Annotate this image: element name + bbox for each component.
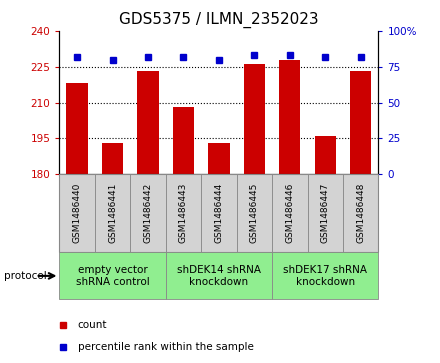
- Text: count: count: [78, 320, 107, 330]
- Text: GSM1486446: GSM1486446: [285, 183, 294, 244]
- Bar: [166, 252, 272, 299]
- Bar: [95, 174, 130, 252]
- Bar: [130, 174, 166, 252]
- Bar: [272, 252, 378, 299]
- Bar: [279, 60, 301, 174]
- Text: GSM1486440: GSM1486440: [73, 183, 82, 244]
- Bar: [102, 143, 123, 174]
- Text: empty vector
shRNA control: empty vector shRNA control: [76, 265, 150, 287]
- Text: percentile rank within the sample: percentile rank within the sample: [78, 342, 253, 352]
- Bar: [244, 64, 265, 174]
- Bar: [166, 174, 201, 252]
- Bar: [350, 72, 371, 174]
- Bar: [201, 174, 237, 252]
- Title: GDS5375 / ILMN_2352023: GDS5375 / ILMN_2352023: [119, 12, 319, 28]
- Bar: [315, 136, 336, 174]
- Text: GSM1486448: GSM1486448: [356, 183, 365, 244]
- Bar: [59, 252, 166, 299]
- Text: GSM1486447: GSM1486447: [321, 183, 330, 244]
- Text: GSM1486445: GSM1486445: [250, 183, 259, 244]
- Text: GSM1486442: GSM1486442: [143, 183, 153, 243]
- Bar: [173, 107, 194, 174]
- Text: GSM1486443: GSM1486443: [179, 183, 188, 244]
- Bar: [66, 83, 88, 174]
- Bar: [137, 72, 159, 174]
- Bar: [343, 174, 378, 252]
- Text: GSM1486444: GSM1486444: [214, 183, 224, 243]
- Bar: [308, 174, 343, 252]
- Text: GSM1486441: GSM1486441: [108, 183, 117, 244]
- Text: shDEK17 shRNA
knockdown: shDEK17 shRNA knockdown: [283, 265, 367, 287]
- Bar: [59, 174, 95, 252]
- Bar: [237, 174, 272, 252]
- Bar: [208, 143, 230, 174]
- Bar: [272, 174, 308, 252]
- Text: shDEK14 shRNA
knockdown: shDEK14 shRNA knockdown: [177, 265, 261, 287]
- Text: protocol: protocol: [4, 271, 47, 281]
